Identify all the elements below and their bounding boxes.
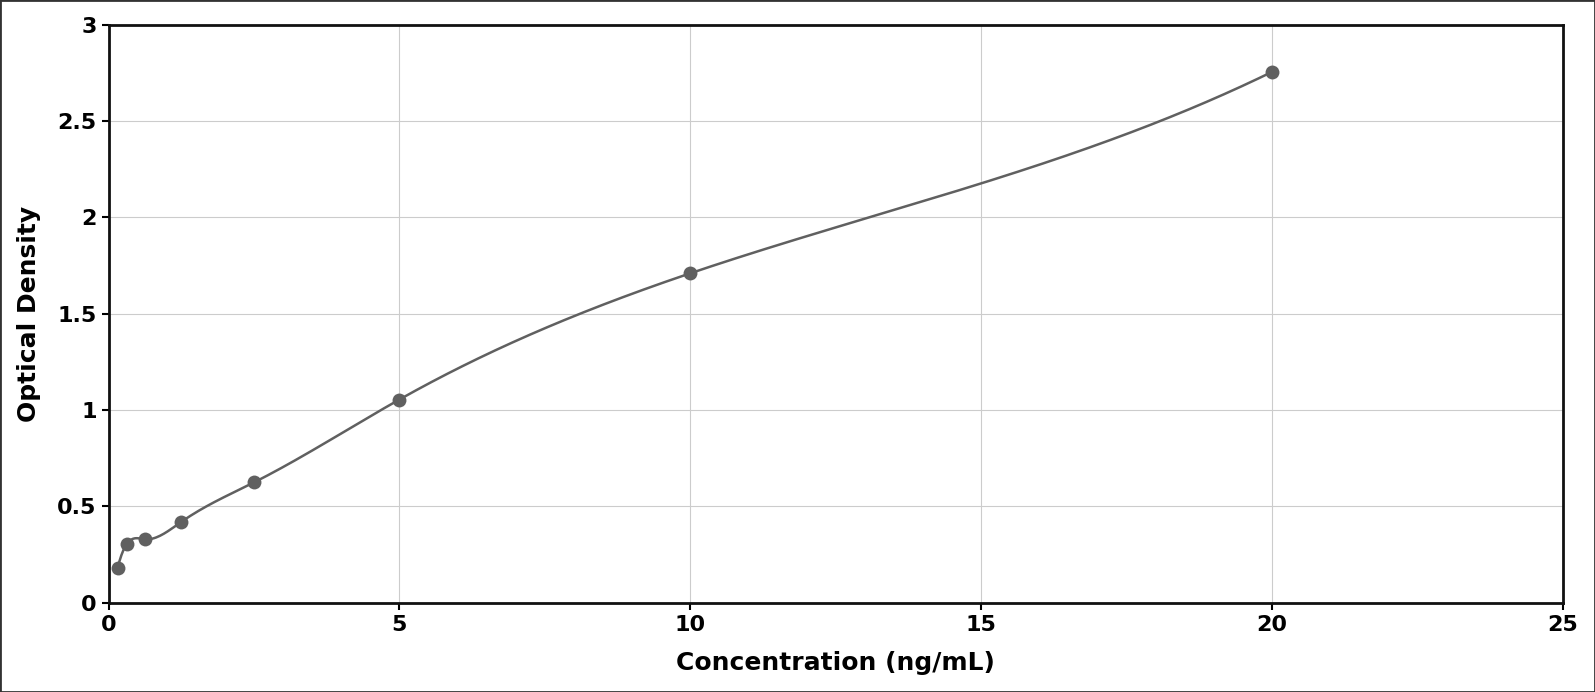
Y-axis label: Optical Density: Optical Density xyxy=(16,206,40,422)
X-axis label: Concentration (ng/mL): Concentration (ng/mL) xyxy=(676,651,995,675)
